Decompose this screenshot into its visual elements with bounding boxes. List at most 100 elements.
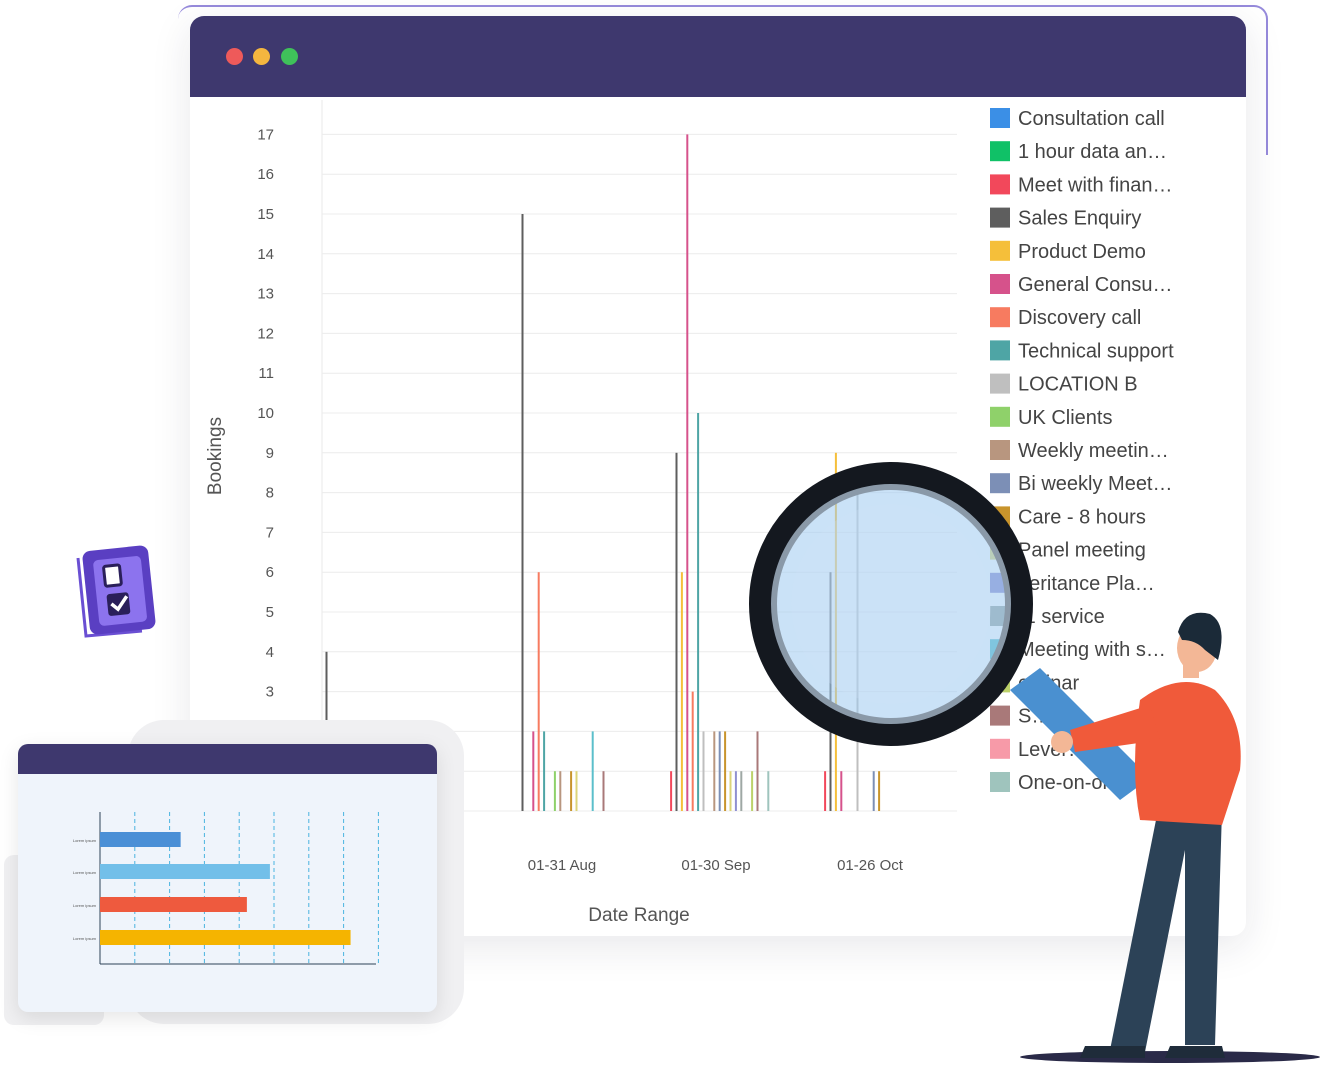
legend-label[interactable]: Technical support — [1018, 340, 1174, 362]
y-tick-label: 15 — [257, 206, 274, 223]
bar-11-2[interactable] — [718, 731, 721, 811]
checklist-document-icon — [76, 545, 156, 638]
legend-swatch[interactable] — [990, 738, 1010, 759]
legend-swatch[interactable] — [990, 340, 1010, 361]
legend-label[interactable]: Weekly meetin… — [1018, 440, 1169, 462]
gantt-row-label: Lorem ipsum — [73, 838, 97, 843]
y-tick-label: 16 — [257, 166, 274, 183]
bar-8-2[interactable] — [702, 731, 705, 811]
bar-12-1[interactable] — [570, 771, 573, 811]
y-tick-label: 5 — [266, 604, 274, 621]
legend-label[interactable]: heritance Pla… — [1018, 573, 1155, 595]
x-tick-label: 01-31 Aug — [528, 857, 596, 874]
bar-18-1[interactable] — [602, 771, 605, 811]
bar-7-1[interactable] — [543, 731, 546, 811]
gantt-row-label: Lorem ipsum — [73, 870, 97, 875]
bar-17-2[interactable] — [751, 771, 754, 811]
bar-6-1[interactable] — [537, 572, 540, 811]
gantt-row-label: Lorem ipsum — [73, 936, 97, 941]
y-tick-label: 9 — [266, 445, 274, 462]
legend-swatch[interactable] — [990, 207, 1010, 228]
mini-gantt-chart: Lorem ipsum Lorem ipsum Lorem ipsum Lorem i… — [73, 812, 379, 965]
legend-label[interactable]: General Consu… — [1018, 274, 1173, 296]
legend-swatch[interactable] — [990, 440, 1010, 460]
bar-16-1[interactable] — [591, 731, 594, 811]
legend-label[interactable]: Meeting with s… — [1018, 639, 1166, 661]
person-shoe-right — [1165, 1046, 1225, 1058]
legend-swatch[interactable] — [990, 274, 1010, 294]
legend-label[interactable]: Meet with finan… — [1018, 174, 1173, 196]
legend-label[interactable]: Sales Enquiry — [1018, 208, 1141, 230]
legend-label[interactable]: Care - 8 hours — [1018, 506, 1146, 528]
bar-10-1[interactable] — [559, 771, 562, 811]
y-tick-label: 11 — [258, 365, 274, 382]
gantt-bar — [100, 864, 270, 879]
y-axis-title: Bookings — [205, 417, 226, 495]
y-axis-ticks: 234567891011121314151617 — [257, 126, 274, 740]
minimize-window-dot-icon[interactable] — [253, 48, 270, 65]
bar-6-2[interactable] — [691, 691, 694, 811]
legend-swatch[interactable] — [990, 307, 1010, 328]
bar-7-2[interactable] — [697, 413, 700, 811]
bar-20-2[interactable] — [767, 771, 770, 811]
bar-5-1[interactable] — [532, 731, 535, 811]
bar-5-2[interactable] — [686, 134, 689, 811]
legend-label[interactable]: Panel meeting — [1018, 540, 1146, 562]
bar-12-2[interactable] — [724, 731, 727, 811]
legend-swatch[interactable] — [990, 373, 1010, 394]
bar-11-3[interactable] — [872, 771, 875, 811]
bar-13-2[interactable] — [729, 771, 732, 811]
legend-swatch[interactable] — [990, 473, 1010, 494]
magnifier-rim — [749, 462, 1033, 746]
y-tick-label: 14 — [257, 246, 274, 263]
legend-label[interactable]: Bi weekly Meet… — [1018, 473, 1173, 495]
window-titlebar — [190, 16, 1246, 97]
legend-label[interactable]: Consultation call — [1018, 108, 1165, 130]
legend-swatch[interactable] — [990, 406, 1010, 427]
person-legs — [1110, 800, 1222, 1052]
legend-swatch[interactable] — [990, 772, 1010, 792]
legend-swatch[interactable] — [990, 705, 1010, 726]
x-tick-label: 01-30 Sep — [681, 857, 750, 874]
bar-3-1[interactable] — [521, 214, 524, 811]
gantt-bar — [100, 832, 181, 847]
gantt-bar — [100, 930, 351, 945]
legend-label[interactable]: Product Demo — [1018, 241, 1146, 263]
legend-swatch[interactable] — [990, 141, 1010, 162]
y-tick-label: 6 — [266, 564, 274, 581]
legend-swatch[interactable] — [990, 240, 1010, 261]
legend-swatch[interactable] — [990, 174, 1010, 195]
bar-5-3[interactable] — [840, 771, 843, 811]
legend-label[interactable]: Discovery call — [1018, 307, 1141, 329]
bar-10-2[interactable] — [713, 731, 716, 811]
bar-15-2[interactable] — [740, 771, 743, 811]
bar-9-1[interactable] — [553, 771, 556, 811]
y-tick-label: 12 — [257, 325, 274, 342]
bar-3-2[interactable] — [675, 452, 678, 811]
bar-14-2[interactable] — [734, 771, 737, 811]
legend-label[interactable]: LOCATION B — [1018, 374, 1138, 396]
bar-18-2[interactable] — [756, 731, 759, 811]
maximize-window-dot-icon[interactable] — [281, 48, 298, 65]
legend-label[interactable]: UK Clients — [1018, 407, 1112, 429]
person-hand — [1051, 731, 1073, 753]
y-tick-label: 7 — [266, 524, 274, 541]
bar-12-3[interactable] — [878, 771, 881, 811]
y-tick-label: 4 — [266, 644, 274, 661]
x-axis-title: Date Range — [588, 905, 689, 926]
bar-2-2[interactable] — [670, 771, 673, 811]
close-window-dot-icon[interactable] — [226, 48, 243, 65]
mini-card-header — [18, 744, 437, 774]
bar-13-1[interactable] — [575, 771, 578, 811]
legend-swatch[interactable] — [990, 108, 1010, 128]
bar-4-2[interactable] — [680, 572, 683, 811]
person-torso — [1135, 682, 1241, 825]
y-tick-label: 17 — [257, 126, 274, 143]
person-arm — [1070, 705, 1160, 752]
bar-2-3[interactable] — [824, 771, 827, 811]
legend-label[interactable]: 1 hour data an… — [1018, 141, 1167, 163]
person-shoe-left — [1080, 1046, 1145, 1058]
magnifying-glass-icon — [771, 484, 1011, 724]
legend-label[interactable]: -1 service — [1018, 606, 1105, 628]
